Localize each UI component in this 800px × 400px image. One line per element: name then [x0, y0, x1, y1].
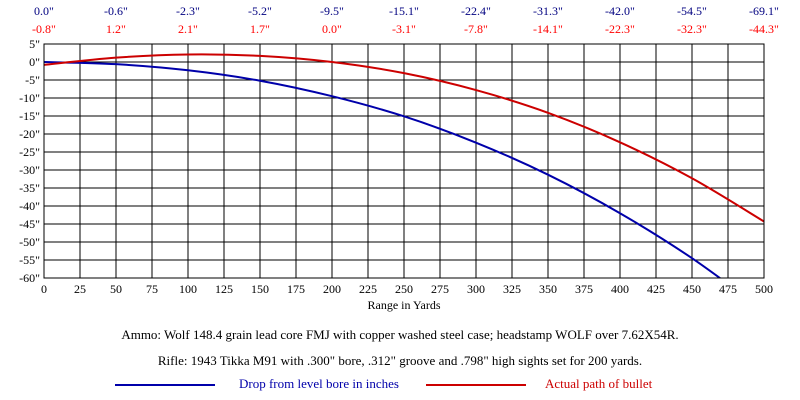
plot-border [43, 43, 765, 279]
x-tick-label: 0 [41, 282, 47, 296]
y-tick-label: 5" [29, 37, 40, 51]
top-path-label: 2.1" [178, 22, 198, 36]
x-axis-label: Range in Yards [367, 298, 440, 312]
top-path-label: -3.1" [392, 22, 416, 36]
x-tick-label: 375 [575, 282, 593, 296]
legend-drop-swatch [115, 384, 215, 386]
top-path-label: -14.1" [533, 22, 563, 36]
x-tick-label: 425 [647, 282, 665, 296]
x-tick-label: 100 [179, 282, 197, 296]
top-path-label: -44.3" [749, 22, 779, 36]
x-tick-label: 50 [110, 282, 122, 296]
top-path-label: -22.3" [605, 22, 635, 36]
y-tick-label: -25" [19, 145, 40, 159]
grid-lines [43, 43, 765, 279]
y-tick-label: -10" [19, 91, 40, 105]
top-path-label: 0.0" [322, 22, 342, 36]
top-path-label: 1.2" [106, 22, 126, 36]
x-tick-label: 175 [287, 282, 305, 296]
x-tick-label: 225 [359, 282, 377, 296]
top-drop-label: -54.5" [677, 4, 707, 18]
series-lines [44, 53, 764, 278]
y-tick-label: -45" [19, 217, 40, 231]
y-tick-label: -30" [19, 163, 40, 177]
y-tick-label: -35" [19, 181, 40, 195]
top-value-labels: 0.0" -0.8" -0.6" 1.2" -2.3" 2.1" -5.2" 1.7" -9.5… [32, 4, 779, 36]
x-tick-label: 350 [539, 282, 557, 296]
top-drop-label: -9.5" [320, 4, 344, 18]
x-tick-label: 75 [146, 282, 158, 296]
x-tick-label: 300 [467, 282, 485, 296]
x-tick-label: 150 [251, 282, 269, 296]
y-tick-label: -5" [25, 73, 40, 87]
rifle-note: Rifle: 1943 Tikka M91 with .300" bore, .… [157, 353, 643, 368]
top-drop-label: -22.4" [461, 4, 491, 18]
top-path-label: -0.8" [32, 22, 56, 36]
y-tick-label: -55" [19, 253, 40, 267]
x-tick-label: 450 [683, 282, 701, 296]
x-tick-label: 200 [323, 282, 341, 296]
y-tick-label: 0" [29, 55, 40, 69]
x-tick-label: 400 [611, 282, 629, 296]
top-drop-label: -31.3" [533, 4, 563, 18]
y-tick-label: -15" [19, 109, 40, 123]
top-path-label: 1.7" [250, 22, 270, 36]
x-axis-tick-labels: 0 25 50 75 100 125 150 175 200 225 250 275 300 325 350… [41, 282, 773, 296]
top-path-label: -32.3" [677, 22, 707, 36]
y-tick-label: -40" [19, 199, 40, 213]
x-tick-label: 500 [755, 282, 773, 296]
top-drop-label: -69.1" [749, 4, 779, 18]
legend-drop-label: Drop from level bore in inches [239, 376, 399, 391]
x-tick-label: 25 [74, 282, 86, 296]
ammo-note: Ammo: Wolf 148.4 grain lead core FMJ wit… [121, 327, 679, 342]
x-tick-label: 250 [395, 282, 413, 296]
legend-path-swatch [426, 384, 526, 386]
y-tick-label: -60" [19, 271, 40, 285]
x-tick-label: 125 [215, 282, 233, 296]
drop-series-line [44, 61, 722, 278]
path-series-line [44, 53, 764, 223]
top-drop-label: -42.0" [605, 4, 635, 18]
top-path-label: -7.8" [464, 22, 488, 36]
y-tick-label: -50" [19, 235, 40, 249]
y-axis-tick-labels: 5" 0" -5" -10" -15" -20" -25" -30" -35" -40" -45" -… [19, 37, 40, 285]
x-tick-label: 475 [719, 282, 737, 296]
x-tick-label: 275 [431, 282, 449, 296]
legend-path-label: Actual path of bullet [545, 376, 653, 391]
top-drop-label: -5.2" [248, 4, 272, 18]
top-drop-label: 0.0" [34, 4, 54, 18]
top-drop-label: -0.6" [104, 4, 128, 18]
top-drop-label: -15.1" [389, 4, 419, 18]
y-tick-label: -20" [19, 127, 40, 141]
top-drop-label: -2.3" [176, 4, 200, 18]
x-tick-label: 325 [503, 282, 521, 296]
